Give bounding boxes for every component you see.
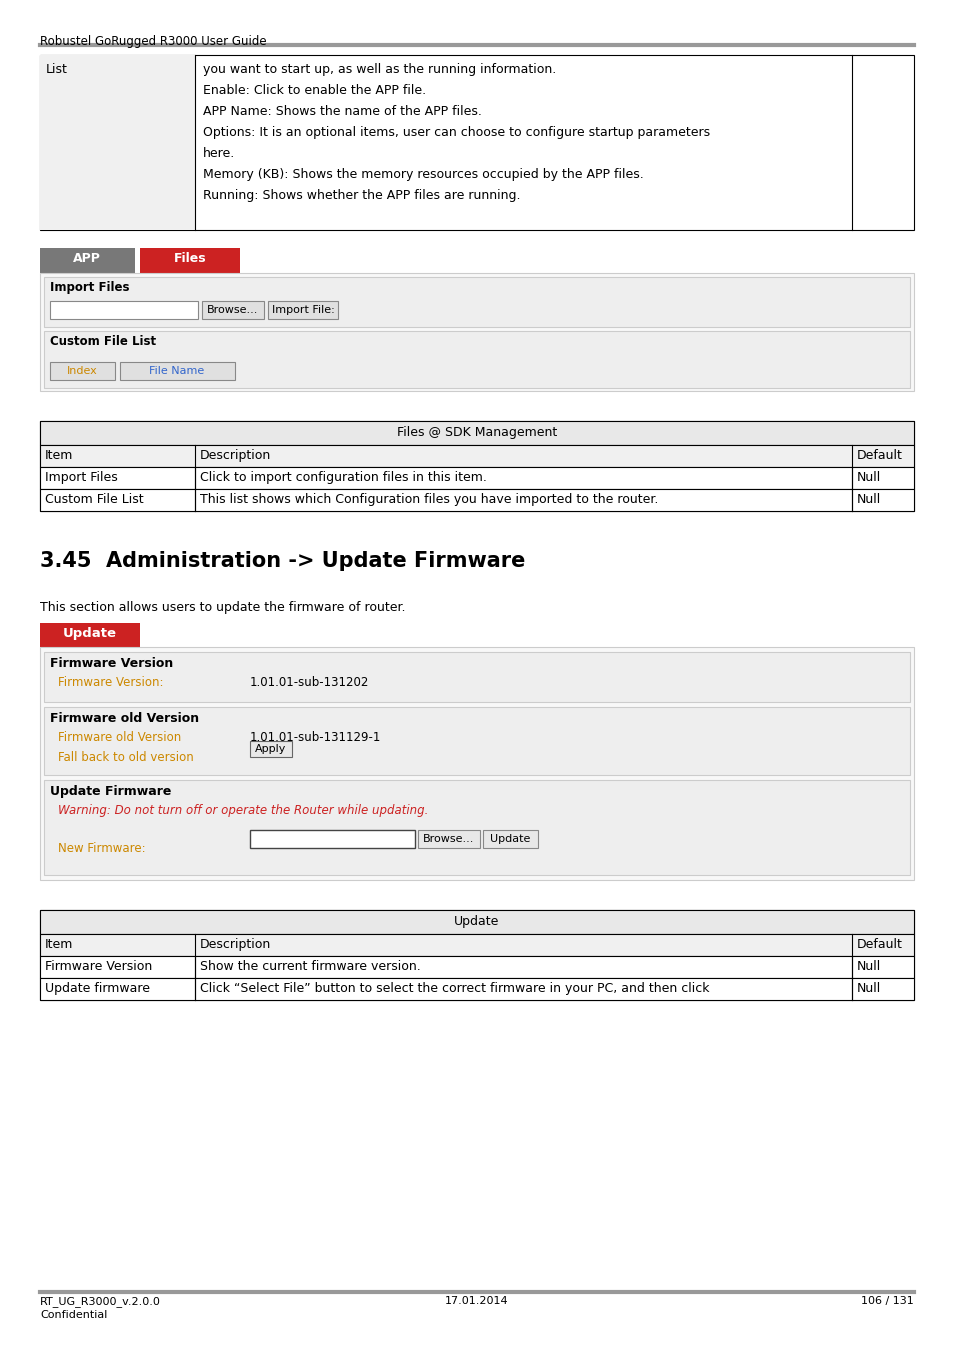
Bar	[40, 421, 913, 512]
Text: Description: Description	[200, 450, 271, 462]
Text: Fall back to old version: Fall back to old version	[58, 751, 193, 764]
Text: Warning: Do not turn off or operate the Router while updating.: Warning: Do not turn off or operate the …	[58, 805, 428, 817]
Text: Firmware Version: Firmware Version	[45, 960, 152, 973]
Bar	[40, 421, 913, 446]
Text: Click “Select File” button to select the correct firmware in your PC, and then c: Click “Select File” button to select the…	[200, 981, 709, 995]
Bar	[40, 446, 913, 467]
Bar	[44, 780, 909, 875]
Text: Import Files: Import Files	[45, 471, 117, 485]
Text: Confidential: Confidential	[40, 1310, 108, 1320]
Text: Running: Shows whether the APP files are running.: Running: Shows whether the APP files are…	[203, 189, 520, 202]
Bar	[40, 647, 913, 880]
Text: here.: here.	[203, 147, 235, 161]
Text: Options: It is an optional items, user can choose to configure startup parameter: Options: It is an optional items, user c…	[203, 126, 709, 139]
Bar	[40, 273, 913, 392]
Bar	[417, 830, 479, 848]
Text: Enable: Click to enable the APP file.: Enable: Click to enable the APP file.	[203, 84, 426, 97]
Text: Firmware Version:: Firmware Version:	[58, 676, 163, 688]
Bar	[50, 362, 115, 379]
Text: Description: Description	[200, 938, 271, 950]
Text: Files @ SDK Management: Files @ SDK Management	[396, 427, 557, 439]
Bar	[40, 467, 913, 489]
Text: 106 / 131: 106 / 131	[861, 1296, 913, 1305]
Text: Memory (KB): Shows the memory resources occupied by the APP files.: Memory (KB): Shows the memory resources …	[203, 167, 643, 181]
Text: Default: Default	[856, 450, 902, 462]
Text: Firmware Version: Firmware Version	[50, 657, 173, 670]
Bar	[40, 956, 913, 977]
Text: Custom File List: Custom File List	[45, 493, 144, 506]
Text: Click to import configuration files in this item.: Click to import configuration files in t…	[200, 471, 486, 485]
Text: you want to start up, as well as the running information.: you want to start up, as well as the run…	[203, 63, 556, 76]
Text: Index: Index	[67, 366, 97, 377]
Text: Firmware old Version: Firmware old Version	[50, 711, 199, 725]
Bar	[40, 489, 913, 512]
Text: New Firmware:: New Firmware:	[58, 842, 146, 855]
Text: Null: Null	[856, 493, 881, 506]
Text: 1.01.01-sub-131129-1: 1.01.01-sub-131129-1	[250, 730, 381, 744]
Text: Update firmware: Update firmware	[45, 981, 150, 995]
Bar	[40, 622, 140, 647]
Text: Null: Null	[856, 960, 881, 973]
Text: Default: Default	[856, 938, 902, 950]
Text: RT_UG_R3000_v.2.0.0: RT_UG_R3000_v.2.0.0	[40, 1296, 161, 1307]
Bar	[44, 707, 909, 775]
Text: Item: Item	[45, 450, 73, 462]
Bar	[482, 830, 537, 848]
Text: Item: Item	[45, 938, 73, 950]
Text: Null: Null	[856, 471, 881, 485]
Bar	[44, 277, 909, 327]
Text: Robustel GoRugged R3000 User Guide: Robustel GoRugged R3000 User Guide	[40, 35, 266, 49]
Text: APP Name: Shows the name of the APP files.: APP Name: Shows the name of the APP file…	[203, 105, 481, 117]
Bar	[140, 248, 240, 273]
Text: 3.45  Administration -> Update Firmware: 3.45 Administration -> Update Firmware	[40, 551, 525, 571]
Text: Browse...: Browse...	[423, 834, 475, 844]
Text: APP: APP	[73, 252, 101, 265]
Bar	[50, 301, 198, 319]
Text: Firmware old Version: Firmware old Version	[58, 730, 181, 744]
Bar	[40, 910, 913, 1000]
Text: Update: Update	[454, 915, 499, 927]
Text: Browse...: Browse...	[207, 305, 258, 315]
Bar	[40, 55, 913, 230]
Text: Update Firmware: Update Firmware	[50, 784, 172, 798]
Bar	[44, 652, 909, 702]
Text: File Name: File Name	[150, 366, 204, 377]
Bar	[44, 331, 909, 387]
Text: Show the current firmware version.: Show the current firmware version.	[200, 960, 420, 973]
Text: Import Files: Import Files	[50, 281, 130, 294]
Text: Update: Update	[489, 834, 530, 844]
Text: Apply: Apply	[255, 744, 287, 755]
Text: This section allows users to update the firmware of router.: This section allows users to update the …	[40, 601, 405, 614]
Bar	[202, 301, 264, 319]
Text: Custom File List: Custom File List	[50, 335, 156, 348]
Bar	[250, 830, 415, 848]
Bar	[268, 301, 337, 319]
Bar	[40, 55, 194, 230]
Bar	[250, 741, 292, 757]
Text: Null: Null	[856, 981, 881, 995]
Text: Update: Update	[63, 626, 117, 640]
Bar	[40, 934, 913, 956]
Text: 1.01.01-sub-131202: 1.01.01-sub-131202	[250, 676, 369, 688]
Text: Files: Files	[173, 252, 206, 265]
Text: This list shows which Configuration files you have imported to the router.: This list shows which Configuration file…	[200, 493, 658, 506]
Text: Import File:: Import File:	[272, 305, 334, 315]
Bar	[120, 362, 234, 379]
Text: 17.01.2014: 17.01.2014	[445, 1296, 508, 1305]
Bar	[40, 977, 913, 1000]
Bar	[40, 910, 913, 934]
Bar	[40, 248, 135, 273]
Text: List: List	[46, 63, 68, 76]
